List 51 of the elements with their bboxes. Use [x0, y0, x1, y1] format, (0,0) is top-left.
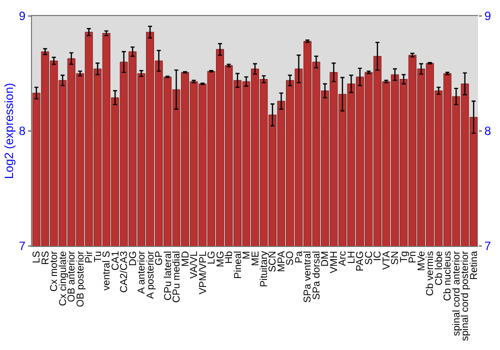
- x-tick-label: IC: [372, 251, 384, 261]
- x-tick-label: LG: [206, 250, 218, 264]
- x-tick-label: OB posterior: [75, 250, 86, 308]
- x-tick-label: spinal cord anterior: [451, 250, 462, 336]
- y-tick-label: 8: [18, 124, 26, 138]
- x-tick-label: Cb lobe: [434, 250, 445, 286]
- x-tick-label: GP: [154, 250, 166, 266]
- x-tick-label: DM: [320, 251, 332, 267]
- x-tick-label: MVe: [416, 250, 428, 272]
- x-tick-label: CA1: [110, 250, 122, 270]
- x-tick-label: LS: [32, 250, 43, 264]
- x-tick-label: ME: [250, 250, 262, 266]
- x-tick-label: Arc: [338, 251, 349, 266]
- x-tick-label: Hb: [224, 250, 236, 264]
- y-axis-title: Log2 (expression): [2, 82, 16, 180]
- x-tick-label: VMH: [328, 251, 340, 274]
- y2-tick-label: 9: [484, 9, 492, 24]
- y2-tick-label: 7: [484, 239, 492, 254]
- x-tick-label: ventral S: [102, 250, 113, 290]
- y-tick-label: 7: [18, 239, 26, 254]
- x-tick-label: A posterior: [145, 250, 156, 299]
- y-tick-label: 9: [18, 9, 26, 24]
- x-tick-label: SPa dorsal: [311, 251, 322, 300]
- x-tick-label: RS: [40, 250, 52, 265]
- x-tick-label: spinal cord posterior: [460, 250, 472, 342]
- x-tick-label: Pituitary: [259, 251, 270, 288]
- x-tick-label: CPu medial: [172, 251, 183, 303]
- x-tick-label: VPM/VPL: [198, 250, 209, 294]
- x-tick-label: Retina: [468, 250, 480, 280]
- x-tick-label: Pir: [84, 250, 96, 264]
- x-tick-label: Cb nucleus: [442, 251, 454, 302]
- x-tick-label: Tg: [398, 251, 410, 263]
- x-tick-label: Pineal: [232, 251, 244, 279]
- x-tick-label: Pn: [408, 251, 419, 264]
- x-tick-label: Tu: [92, 251, 104, 262]
- x-tick-label: Cx cingulate: [58, 250, 69, 306]
- x-tick-label: VTA: [381, 250, 392, 270]
- x-tick-label: LH: [346, 251, 358, 264]
- y2-tick-label: 8: [484, 124, 492, 138]
- x-tick-label: M: [242, 251, 252, 260]
- x-tick-label: CA2/CA3: [119, 250, 130, 293]
- x-tick-label: DG: [128, 250, 139, 266]
- x-tick-label: SO: [285, 250, 296, 266]
- x-tick-label: Pa: [294, 250, 305, 264]
- x-tick-label: OB anterior: [66, 250, 78, 302]
- x-tick-label: SCN: [268, 251, 279, 272]
- x-tick-label: PAG: [355, 250, 366, 272]
- x-tick-label: SN: [390, 251, 402, 265]
- x-tick-label: SC: [364, 251, 375, 265]
- x-tick-label: A anterior: [136, 250, 148, 294]
- x-tick-label: MPA: [276, 250, 288, 272]
